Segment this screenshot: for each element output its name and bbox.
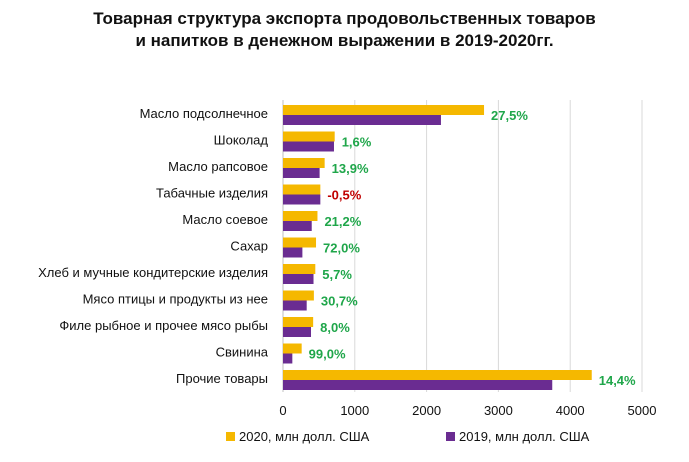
x-tick-label-5: 5000 [628,403,657,418]
x-tick-label-0: 0 [279,403,286,418]
bar-2019-4 [283,221,312,231]
bar-2019-2 [283,168,320,178]
change-label-8: 8,0% [320,320,350,335]
change-label-3: -0,5% [327,188,361,203]
category-label-2: Масло рапсовое [168,159,268,174]
bar-2019-5 [283,247,303,258]
bar-2020-4 [283,211,318,221]
change-label-1: 1,6% [342,135,372,150]
bar-2019-6 [283,274,314,284]
bar-2020-1 [283,131,335,142]
bar-2020-8 [283,317,314,327]
bar-2020-5 [283,237,317,248]
bar-2019-7 [283,300,307,311]
bar-2019-1 [283,141,334,152]
x-tick-label-3: 3000 [484,403,513,418]
legend-swatch-2019 [446,432,455,441]
chart-title-line-2: и напитков в денежном выражении в 2019-2… [135,31,554,50]
bar-2020-0 [283,105,485,115]
bar-2020-6 [283,264,316,274]
bar-2019-3 [283,194,321,205]
bar-2019-0 [283,115,441,125]
category-label-8: Филе рыбное и прочее мясо рыбы [59,318,268,333]
legend-label-2019: 2019, млн долл. США [459,429,590,444]
change-label-7: 30,7% [321,294,358,309]
legend-swatch-2020 [226,432,235,441]
category-label-5: Сахар [230,239,268,254]
bar-2019-9 [283,353,293,364]
x-tick-label-1: 1000 [340,403,369,418]
category-label-9: Свинина [216,345,269,360]
bar-2020-7 [283,290,314,301]
bar-2020-2 [283,158,325,168]
x-tick-label-2: 2000 [412,403,441,418]
category-label-7: Мясо птицы и продукты из нее [83,292,268,307]
bar-2020-9 [283,343,302,354]
bar-2020-10 [283,370,592,380]
x-tick-label-4: 4000 [556,403,585,418]
bar-2019-10 [283,380,553,390]
change-label-5: 72,0% [323,241,360,256]
change-label-6: 5,7% [322,267,352,282]
chart-title-line-1: Товарная структура экспорта продовольств… [93,9,596,28]
category-label-4: Масло соевое [182,212,268,227]
change-label-4: 21,2% [324,214,361,229]
change-label-2: 13,9% [332,161,369,176]
change-label-0: 27,5% [491,108,528,123]
category-label-0: Масло подсолнечное [140,106,268,121]
chart-title: Товарная структура экспорта продовольств… [0,8,689,52]
change-label-10: 14,4% [599,373,636,388]
category-label-10: Прочие товары [176,371,268,386]
category-label-1: Шоколад [214,133,269,148]
bar-2019-8 [283,327,312,337]
change-label-9: 99,0% [309,347,346,362]
category-label-6: Хлеб и мучные кондитерские изделия [38,265,268,280]
category-label-3: Табачные изделия [156,186,268,201]
bar-2020-3 [283,184,321,195]
legend-label-2020: 2020, млн долл. США [239,429,370,444]
